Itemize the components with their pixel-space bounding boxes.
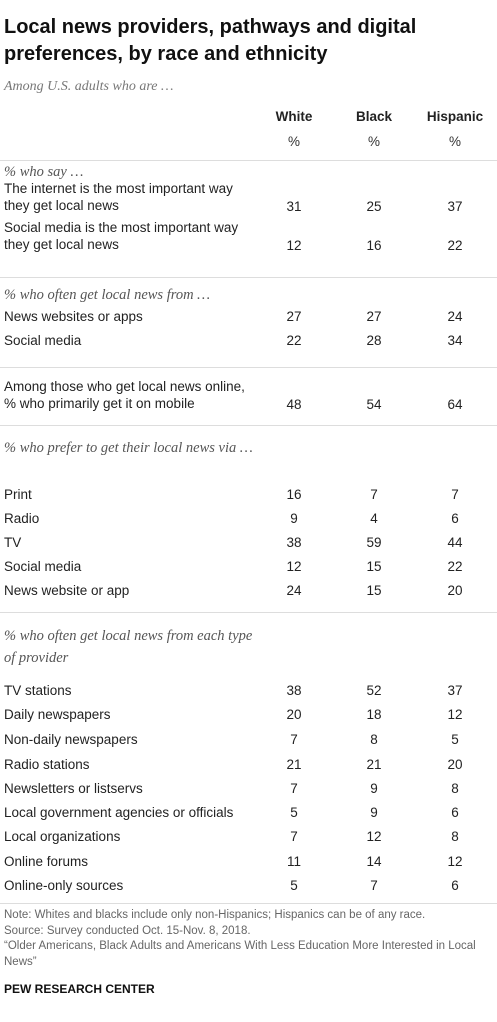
cell-value: 12 bbox=[366, 829, 382, 844]
cell-value: 16 bbox=[286, 487, 302, 502]
column-unit: % bbox=[287, 134, 300, 149]
row-label: Social media is the most important way t… bbox=[4, 220, 239, 252]
cell-value: 44 bbox=[447, 535, 463, 550]
section-heading: % who often get local news from each typ… bbox=[4, 628, 253, 666]
cell-value: 15 bbox=[366, 559, 382, 574]
cell-value: 8 bbox=[370, 732, 378, 747]
cell-value: 21 bbox=[286, 757, 302, 772]
cell-value: 64 bbox=[447, 397, 463, 412]
cell-value: 6 bbox=[451, 511, 459, 526]
cell-value: 5 bbox=[290, 805, 298, 820]
row-label: Radio bbox=[4, 511, 40, 526]
cell-value: 5 bbox=[451, 732, 459, 747]
row-label: Daily newspapers bbox=[4, 707, 111, 722]
divider bbox=[0, 160, 497, 161]
section-heading: % who often get local news from … bbox=[4, 287, 211, 303]
row-label: Online forums bbox=[4, 854, 89, 869]
cell-value: 11 bbox=[286, 854, 301, 869]
column-unit: % bbox=[367, 134, 380, 149]
subtitle: Among U.S. adults who are … bbox=[4, 79, 174, 94]
cell-value: 52 bbox=[366, 683, 382, 698]
cell-value: 8 bbox=[451, 781, 459, 796]
cell-value: 38 bbox=[286, 683, 302, 698]
cell-value: 27 bbox=[366, 309, 382, 324]
cell-value: 59 bbox=[366, 535, 382, 550]
row-label: Among those who get local news online, %… bbox=[4, 379, 245, 411]
cell-value: 5 bbox=[290, 878, 298, 893]
cell-value: 4 bbox=[370, 511, 378, 526]
cell-value: 12 bbox=[447, 854, 463, 869]
cell-value: 15 bbox=[366, 583, 382, 598]
cell-value: 27 bbox=[286, 309, 302, 324]
cell-value: 12 bbox=[447, 707, 463, 722]
cell-value: 9 bbox=[290, 511, 298, 526]
divider bbox=[0, 367, 497, 368]
note: Note: Whites and blacks include only non… bbox=[4, 909, 426, 921]
cell-value: 22 bbox=[447, 238, 463, 253]
cell-value: 28 bbox=[366, 333, 382, 348]
cell-value: 20 bbox=[447, 583, 463, 598]
cell-value: 7 bbox=[290, 732, 298, 747]
cell-value: 38 bbox=[286, 535, 302, 550]
cell-value: 6 bbox=[451, 805, 459, 820]
cell-value: 25 bbox=[366, 199, 382, 214]
cell-value: 14 bbox=[366, 854, 382, 869]
divider bbox=[0, 277, 497, 278]
cell-value: 7 bbox=[370, 878, 378, 893]
cell-value: 6 bbox=[451, 878, 459, 893]
cell-value: 24 bbox=[286, 583, 302, 598]
cell-value: 22 bbox=[447, 559, 463, 574]
cell-value: 9 bbox=[370, 805, 378, 820]
note: Source: Survey conducted Oct. 15-Nov. 8,… bbox=[4, 924, 251, 937]
cell-value: 20 bbox=[286, 707, 302, 722]
row-label: Newsletters or listservs bbox=[4, 781, 143, 796]
section-heading: % who prefer to get their local news via… bbox=[4, 440, 253, 456]
cell-value: 12 bbox=[286, 559, 302, 574]
row-label: Radio stations bbox=[4, 757, 90, 772]
row-label: TV bbox=[4, 535, 22, 550]
cell-value: 37 bbox=[447, 683, 463, 698]
divider bbox=[0, 903, 497, 904]
cell-value: 48 bbox=[286, 397, 302, 412]
divider bbox=[0, 612, 497, 613]
cell-value: 20 bbox=[447, 757, 463, 772]
cell-value: 7 bbox=[370, 487, 378, 502]
section-heading: % who say … bbox=[4, 164, 84, 180]
cell-value: 12 bbox=[286, 238, 302, 253]
cell-value: 8 bbox=[451, 829, 459, 844]
cell-value: 7 bbox=[290, 829, 298, 844]
cell-value: 34 bbox=[447, 333, 463, 348]
row-label: News websites or apps bbox=[4, 309, 143, 324]
column-header: Black bbox=[355, 109, 393, 124]
cell-value: 24 bbox=[447, 309, 463, 324]
cell-value: 21 bbox=[366, 757, 382, 772]
row-label: Local government agencies or officials bbox=[4, 805, 234, 820]
title: Local news providers, pathways and digit… bbox=[4, 16, 417, 65]
cell-value: 7 bbox=[451, 487, 459, 502]
row-label: TV stations bbox=[4, 683, 72, 698]
cell-value: 16 bbox=[366, 238, 382, 253]
row-label: Print bbox=[4, 487, 32, 502]
row-label: The internet is the most important way t… bbox=[4, 181, 233, 213]
row-label: Social media bbox=[4, 559, 82, 574]
cell-value: 37 bbox=[447, 199, 463, 214]
row-label: Local organizations bbox=[4, 829, 121, 844]
divider bbox=[0, 425, 497, 426]
cell-value: 7 bbox=[290, 781, 298, 796]
column-header: White bbox=[275, 109, 313, 124]
cell-value: 31 bbox=[286, 199, 302, 214]
cell-value: 54 bbox=[366, 397, 382, 412]
cell-value: 9 bbox=[370, 781, 378, 796]
row-label: Online-only sources bbox=[4, 878, 124, 893]
column-unit: % bbox=[448, 134, 461, 149]
cell-value: 18 bbox=[366, 707, 382, 722]
cell-value: 22 bbox=[286, 333, 302, 348]
note: “Older Americans, Black Adults and Ameri… bbox=[4, 940, 476, 968]
row-label: Social media bbox=[4, 333, 82, 348]
footer: PEW RESEARCH CENTER bbox=[4, 982, 155, 996]
row-label: Non-daily newspapers bbox=[4, 732, 138, 747]
row-label: News website or app bbox=[4, 583, 130, 598]
column-header: Hispanic bbox=[426, 109, 484, 124]
